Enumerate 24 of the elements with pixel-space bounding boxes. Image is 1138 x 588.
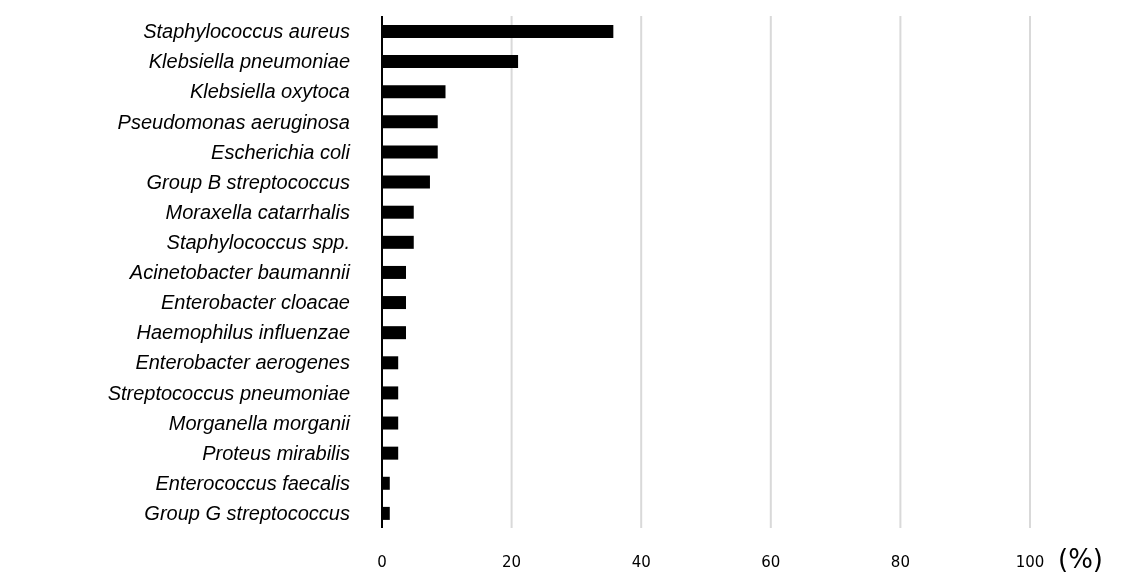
y-tick-label: Klebsiella oxytoca: [189, 80, 350, 103]
y-tick-label: Streptococcus pneumoniae: [107, 381, 350, 404]
x-tick-label: 100: [1015, 552, 1045, 571]
y-tick-label: Proteus mirabilis: [202, 441, 350, 464]
y-tick-label: Klebsiella pneumoniae: [148, 50, 350, 73]
y-tick-label: Group B streptococcus: [146, 170, 350, 193]
y-tick-label: Morganella morganii: [168, 411, 351, 434]
y-tick-label: Staphylococcus aureus: [143, 20, 350, 43]
y-tick-label: Enterobacter aerogenes: [135, 351, 350, 374]
y-tick-label: Enterococcus faecalis: [155, 471, 350, 494]
y-tick-label: Haemophilus influenzae: [136, 321, 350, 344]
x-tick-label: 40: [631, 552, 651, 571]
y-tick-label: Acinetobacter baumannii: [128, 261, 351, 284]
y-tick-label: Group G streptococcus: [144, 502, 350, 525]
x-tick-label: 80: [890, 552, 910, 571]
x-tick-label: 20: [502, 552, 522, 571]
x-axis-title: (%): [1058, 544, 1103, 574]
y-tick-label: Pseudomonas aeruginosa: [117, 110, 350, 133]
y-tick-label: Staphylococcus spp.: [166, 230, 350, 253]
y-tick-label: Escherichia coli: [211, 140, 351, 163]
x-tick-label: 60: [761, 552, 781, 571]
y-tick-label: Moraxella catarrhalis: [165, 200, 350, 223]
x-tick-label: 0: [377, 552, 387, 571]
y-tick-label: Enterobacter cloacae: [160, 291, 350, 314]
